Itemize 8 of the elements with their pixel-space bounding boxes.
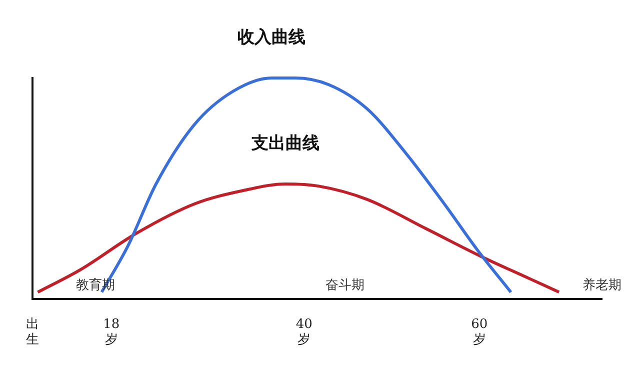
x-tick-label: 出生 — [26, 316, 39, 348]
series-label: 支出曲线 — [250, 133, 320, 154]
x-tick-label: 18岁 — [103, 316, 120, 348]
x-tick-label: 40岁 — [296, 316, 312, 348]
series-label: 收入曲线 — [238, 27, 306, 48]
annotation: 奋斗期 — [325, 278, 364, 294]
annotation: 养老期 — [582, 277, 622, 294]
x-tick-label: 60岁 — [471, 316, 488, 348]
